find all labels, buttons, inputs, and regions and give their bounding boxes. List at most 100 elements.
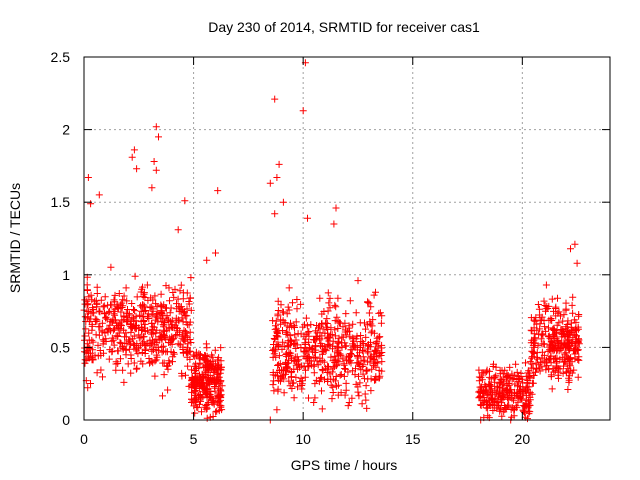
data-point (334, 325, 342, 332)
data-point (89, 338, 97, 346)
data-point (331, 326, 339, 334)
data-point (312, 327, 320, 335)
data-point (104, 328, 112, 336)
data-point (569, 347, 577, 355)
data-point (114, 347, 122, 355)
y-tick-label: 1.5 (51, 194, 71, 210)
data-point (553, 321, 561, 329)
data-point (305, 362, 313, 370)
data-point (83, 347, 91, 354)
data-point (88, 336, 96, 344)
data-point (84, 301, 92, 309)
data-point (216, 369, 224, 377)
data-point (352, 335, 360, 343)
data-point (140, 333, 148, 341)
data-point (95, 307, 103, 315)
data-point (160, 371, 168, 379)
data-point (318, 310, 326, 318)
data-point (571, 350, 579, 358)
data-point (165, 316, 173, 324)
data-point (346, 327, 353, 335)
data-point (318, 366, 326, 373)
data-point (549, 365, 557, 373)
data-point (525, 410, 533, 418)
data-point (111, 291, 119, 299)
data-point (515, 386, 523, 394)
data-point (173, 324, 181, 332)
data-point (312, 353, 319, 361)
data-point (179, 336, 187, 344)
data-point (362, 396, 370, 404)
data-point (567, 367, 575, 375)
data-point (152, 300, 160, 308)
data-point (183, 321, 191, 329)
data-point (564, 386, 572, 393)
data-point (301, 321, 308, 329)
data-point (215, 361, 223, 369)
data-point (179, 318, 187, 326)
data-point (365, 299, 373, 307)
data-point (170, 335, 178, 343)
data-point (319, 347, 327, 355)
data-point (525, 389, 533, 397)
data-point (342, 310, 350, 318)
data-point (163, 312, 171, 320)
data-point (374, 342, 382, 350)
data-point (147, 303, 155, 311)
data-point (567, 319, 575, 327)
data-point (572, 325, 580, 333)
data-point (152, 356, 160, 364)
data-point (162, 282, 170, 290)
data-point (307, 321, 315, 329)
data-point (528, 347, 536, 355)
data-point (378, 358, 386, 366)
data-point (211, 346, 219, 354)
data-point (361, 319, 368, 327)
data-point (510, 396, 517, 404)
data-point (541, 323, 549, 331)
data-point (157, 308, 165, 316)
data-point (102, 314, 109, 322)
data-point (217, 366, 225, 374)
data-point (528, 354, 535, 362)
data-point (375, 366, 383, 374)
data-point (357, 332, 365, 339)
data-point (124, 360, 132, 368)
data-point (361, 390, 369, 398)
data-point (504, 392, 512, 400)
data-point (496, 370, 504, 378)
data-point (533, 353, 541, 361)
data-point (209, 376, 217, 384)
data-point (112, 358, 120, 366)
data-point (545, 324, 552, 332)
data-point (288, 373, 295, 381)
data-point (170, 293, 178, 301)
data-point (334, 391, 342, 399)
data-point (364, 358, 372, 366)
data-point (130, 306, 137, 313)
data-point (489, 396, 497, 404)
data-point (84, 384, 92, 392)
data-point (334, 294, 342, 302)
data-point (310, 361, 318, 369)
data-point (130, 146, 138, 154)
data-point (375, 333, 383, 341)
data-point (215, 354, 223, 362)
data-point (138, 349, 146, 356)
data-point (187, 274, 195, 282)
data-point (334, 349, 342, 357)
data-point (156, 314, 164, 322)
data-point (167, 348, 175, 356)
data-point (331, 359, 339, 366)
data-point (177, 281, 185, 289)
data-point (284, 303, 292, 311)
data-point (540, 297, 548, 305)
data-point (273, 174, 281, 181)
data-point (342, 379, 350, 387)
data-point (89, 346, 97, 354)
data-point (361, 356, 369, 364)
data-point (534, 355, 541, 363)
data-point (564, 354, 572, 362)
data-point (99, 303, 107, 311)
data-point (478, 397, 486, 405)
